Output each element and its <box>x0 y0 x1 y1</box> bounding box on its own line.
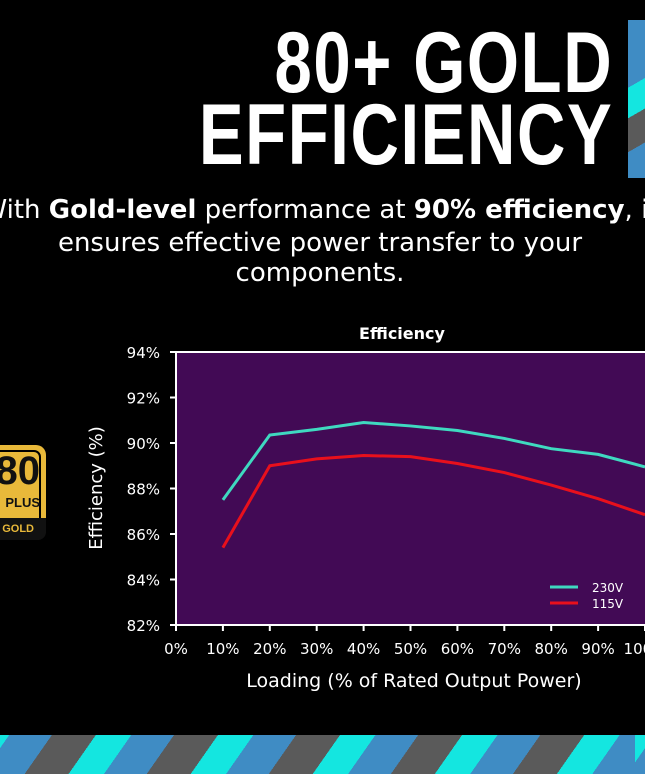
decorative-stripe-bar <box>628 20 645 178</box>
x-tick-label: 60% <box>441 640 474 658</box>
headline-line-1: 80+ GOLD <box>274 15 613 111</box>
x-tick-label: 100% <box>624 640 645 658</box>
y-axis-label: Efficiency (%) <box>86 426 107 550</box>
x-tick-label: 40% <box>347 640 380 658</box>
chart-title: Efficiency <box>359 324 445 343</box>
y-tick-label: 88% <box>127 481 160 499</box>
subtitle-line-2: ensures effective power transfer to your <box>57 228 583 258</box>
x-tick-label: 90% <box>581 640 614 658</box>
subtitle-line-3: components. <box>235 258 405 288</box>
series-line-115V <box>221 454 645 549</box>
badge-tier: GOLD <box>0 518 46 540</box>
y-tick-label: 92% <box>127 390 160 408</box>
x-tick-label: 70% <box>488 640 521 658</box>
headline-line-2: EFFICIENCY <box>198 87 613 183</box>
x-axis-label: Loading (% of Rated Output Power) <box>246 670 581 692</box>
x-tick-label: 10% <box>206 640 239 658</box>
x-tick-label: 30% <box>300 640 333 658</box>
legend-label: 115V <box>592 597 624 611</box>
x-tick-label: 20% <box>253 640 286 658</box>
efficiency-chart: Efficiency 82% 84% 86% 88% 90% 92% 94% 0% 10% 20%… <box>86 324 645 692</box>
badge-number: 80 <box>0 449 40 493</box>
x-tick-label: 0% <box>164 640 188 658</box>
80-plus-gold-badge: 80 PLUS GOLD <box>0 445 46 540</box>
plot-area <box>175 351 645 626</box>
y-tick-label: 94% <box>127 344 160 362</box>
subtitle-line-1: With Gold-level performance at 90% effic… <box>0 195 645 225</box>
decorative-stripe-band <box>0 735 645 774</box>
y-tick-label: 84% <box>127 572 160 590</box>
x-tick-label: 80% <box>535 640 568 658</box>
x-tick-label: 50% <box>394 640 427 658</box>
badge-plus: PLUS <box>5 495 40 510</box>
y-tick-label: 82% <box>127 617 160 635</box>
y-tick-label: 90% <box>127 435 160 453</box>
y-tick-label: 86% <box>127 526 160 544</box>
series-line-230V <box>221 421 645 501</box>
legend-label: 230V <box>592 581 624 595</box>
